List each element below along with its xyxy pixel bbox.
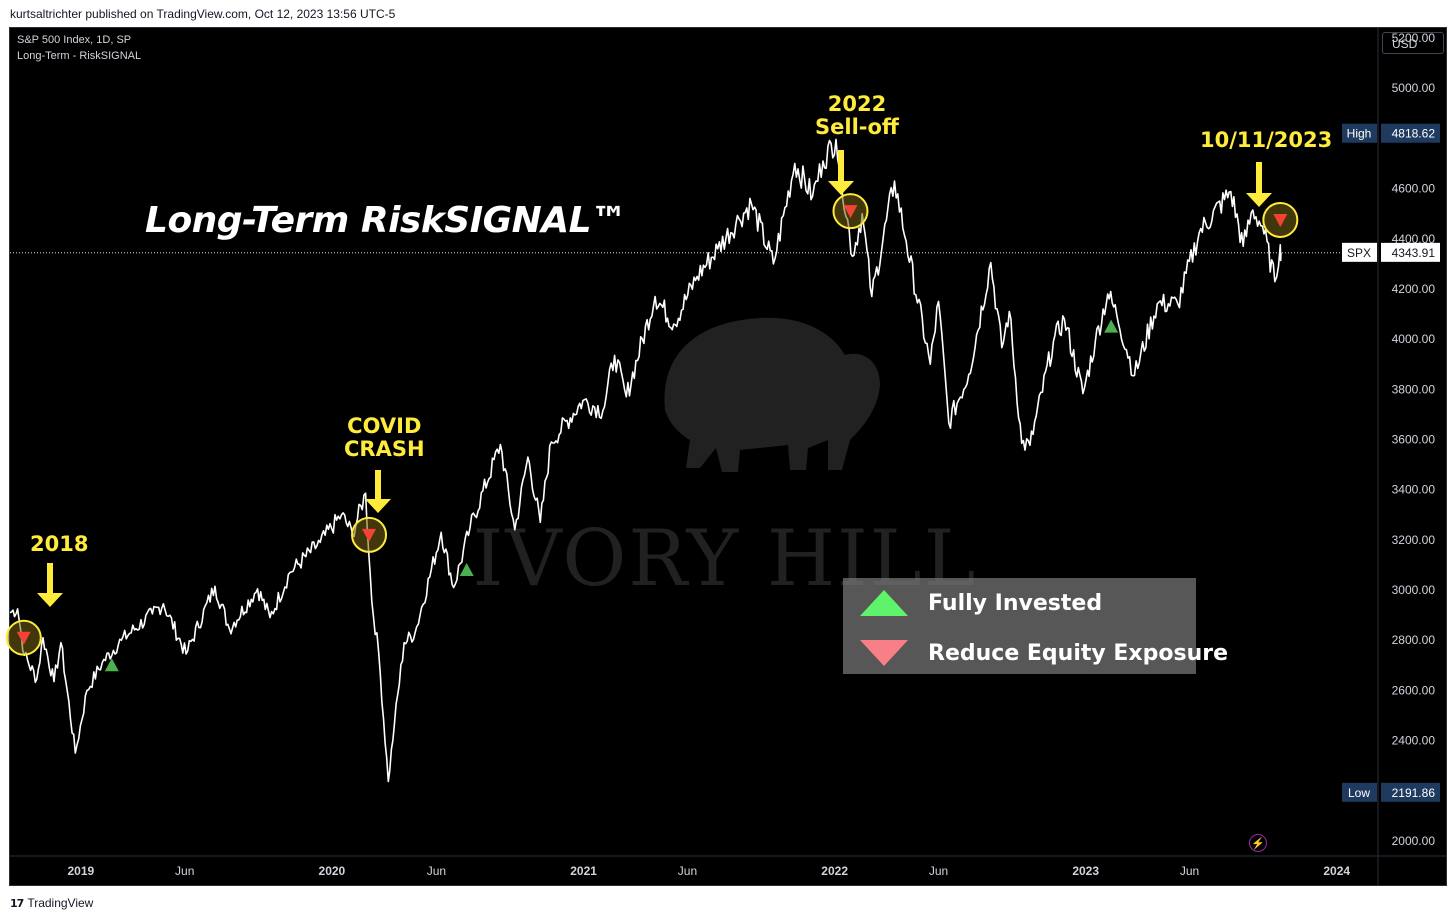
- chart-title: Long-Term RiskSIGNAL™: [145, 200, 627, 241]
- x-tick-label: Jun: [929, 864, 948, 878]
- low-tag: Low: [1348, 786, 1370, 800]
- tradingview-logo-icon: 17: [10, 897, 24, 910]
- sell-signal-marker: [362, 528, 377, 542]
- y-tick-label: 2400.00: [1392, 734, 1436, 748]
- annotation-recent-text: 10/11/2023: [1200, 128, 1333, 152]
- high-tag-bg: [1342, 123, 1377, 143]
- buy-triangle-icon: [860, 590, 908, 616]
- y-tick-label: 3200.00: [1392, 533, 1436, 547]
- low-tag-bg: [1342, 782, 1377, 802]
- x-tick-label: 2021: [570, 864, 597, 878]
- annotation-recent: 10/11/2023: [1200, 129, 1332, 152]
- annotation-covid: COVID CRASH: [344, 415, 425, 461]
- annotation-2022-line2: Sell-off: [815, 115, 899, 139]
- sell-signal-marker: [1273, 213, 1288, 227]
- annotation-2018-text: 2018: [30, 532, 89, 556]
- high-value: 4818.62: [1392, 127, 1436, 141]
- x-tick-label: 2020: [319, 864, 346, 878]
- symbol-line[interactable]: S&P 500 Index, 1D, SP: [17, 34, 132, 46]
- signal-legend: Fully Invested Reduce Equity Exposure: [843, 578, 1228, 674]
- y-tick-label: 4000.00: [1392, 332, 1436, 346]
- high-tag: High: [1347, 127, 1372, 141]
- sell-signal-marker: [843, 205, 858, 219]
- y-tick-label: 2800.00: [1392, 633, 1436, 647]
- y-tick-label: 2000.00: [1392, 834, 1436, 848]
- legend-sell-label: Reduce Equity Exposure: [928, 641, 1228, 666]
- sell-signal-marker: [16, 631, 31, 645]
- y-tick-label: 5000.00: [1392, 81, 1436, 95]
- y-tick-label: 3000.00: [1392, 583, 1436, 597]
- indicator-line[interactable]: Long-Term - RiskSIGNAL: [17, 50, 142, 62]
- buy-signal-marker: [459, 562, 474, 576]
- x-tick-label: 2023: [1072, 864, 1099, 878]
- elephant-icon: [664, 317, 880, 472]
- y-tick-label: 3800.00: [1392, 382, 1436, 396]
- lightning-icon[interactable]: ⚡: [1249, 834, 1267, 852]
- currency-button[interactable]: USD: [1382, 32, 1444, 54]
- y-tick-label: 5200.00: [1392, 31, 1436, 45]
- sell-triangle-icon: [860, 640, 908, 666]
- footer: 17 TradingView: [0, 887, 1456, 921]
- yellow-arrow-icon: [828, 150, 854, 195]
- y-tick-label: 3600.00: [1392, 432, 1436, 446]
- legend-buy-row: Fully Invested: [843, 582, 1196, 622]
- y-tick-label: 3400.00: [1392, 483, 1436, 497]
- y-tick-label: 2600.00: [1392, 683, 1436, 697]
- yellow-arrow-icon: [365, 470, 391, 513]
- y-tick-label: 4200.00: [1392, 282, 1436, 296]
- last-tag: SPX: [1347, 246, 1371, 260]
- y-tick-label: 4600.00: [1392, 182, 1436, 196]
- publisher-line: kurtsaltrichter published on TradingView…: [10, 7, 396, 21]
- x-tick-label: Jun: [175, 864, 194, 878]
- x-tick-label: Jun: [427, 864, 446, 878]
- buy-signal-marker: [104, 658, 119, 672]
- legend-buy-label: Fully Invested: [928, 591, 1103, 616]
- annotation-covid-line2: CRASH: [344, 437, 425, 461]
- chart-panel[interactable]: [9, 27, 1447, 886]
- buy-signal-marker: [1104, 319, 1119, 333]
- x-tick-label: Jun: [1180, 864, 1199, 878]
- low-value-bg: [1381, 782, 1440, 802]
- tradingview-brand: TradingView: [27, 896, 94, 910]
- annotation-2022-line1: 2022: [827, 92, 887, 116]
- publisher-bar: kurtsaltrichter published on TradingView…: [0, 0, 1456, 27]
- y-tick-label: 4400.00: [1392, 232, 1436, 246]
- legend-sell-row: Reduce Equity Exposure: [843, 632, 1228, 672]
- x-tick-label: Jun: [678, 864, 697, 878]
- x-tick-label: 2022: [821, 864, 848, 878]
- low-value: 2191.86: [1392, 786, 1436, 800]
- tradingview-logo[interactable]: 17 TradingView: [10, 896, 93, 910]
- annotation-2018: 2018: [30, 533, 88, 556]
- annotation-2022: 2022 Sell-off: [815, 93, 899, 139]
- last-value-bg: [1381, 242, 1440, 262]
- last-value: 4343.91: [1392, 246, 1436, 260]
- high-value-bg: [1381, 123, 1440, 143]
- last-tag-bg: [1342, 242, 1377, 262]
- x-tick-label: 2019: [67, 864, 94, 878]
- annotation-covid-line1: COVID: [347, 414, 422, 438]
- yellow-arrow-icon: [1246, 162, 1272, 207]
- x-tick-label: 2024: [1323, 864, 1350, 878]
- yellow-arrow-icon: [37, 563, 63, 607]
- price-series-line: [9, 138, 1282, 783]
